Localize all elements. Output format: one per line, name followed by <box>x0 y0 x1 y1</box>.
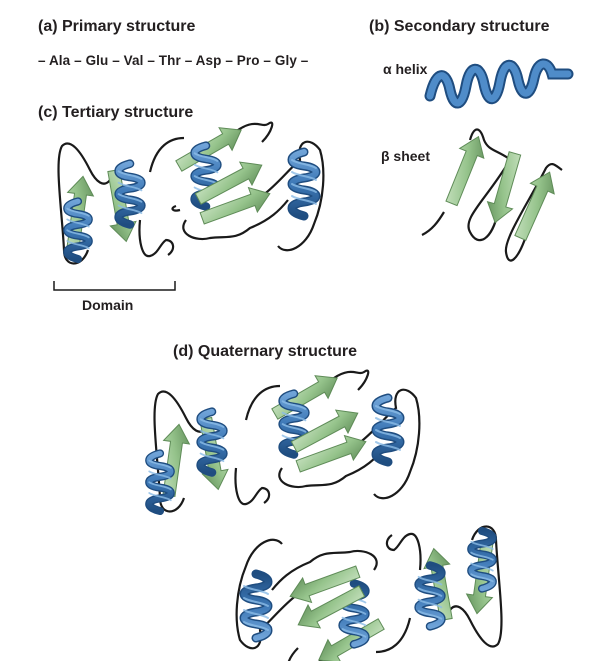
beta-sheet-ribbon <box>421 128 563 262</box>
tertiary-structure-title: (c) Tertiary structure <box>38 104 194 121</box>
primary-structure-title: (a) Primary structure <box>38 18 196 35</box>
tertiary-domain-1 <box>57 142 175 265</box>
domain-bracket <box>53 281 176 291</box>
alpha-helix-label: α helix <box>383 61 428 77</box>
tertiary-domain-2 <box>148 118 325 252</box>
quaternary-subunit-top <box>149 366 421 512</box>
quaternary-structure-title: (d) Quaternary structure <box>173 343 358 360</box>
beta-sheet-label: β sheet <box>381 148 431 164</box>
amino-acid-sequence: – Ala – Glu – Val – Thr – Asp – Pro – Gl… <box>38 53 309 68</box>
secondary-structure-title: (b) Secondary structure <box>369 18 550 35</box>
quaternary-subunit-bottom <box>235 525 503 661</box>
alpha-helix-ribbon <box>424 58 574 109</box>
domain-label: Domain <box>82 297 134 313</box>
